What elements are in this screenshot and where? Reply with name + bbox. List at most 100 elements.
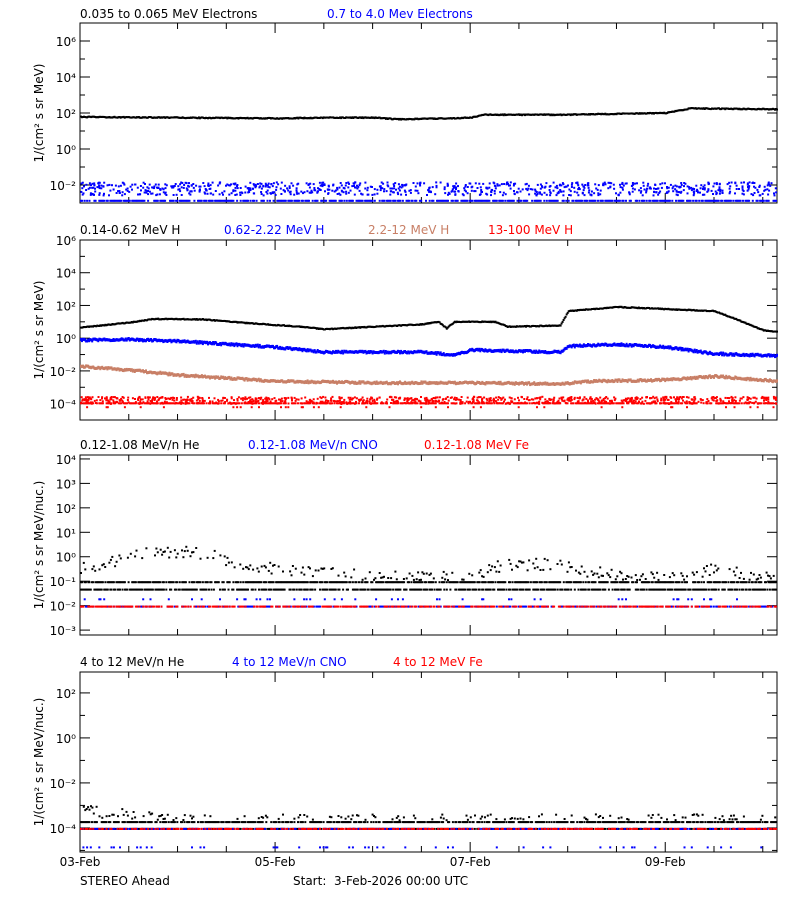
data-point (564, 381, 567, 385)
data-point (126, 337, 129, 341)
data-point (414, 397, 417, 400)
data-point (114, 367, 117, 371)
data-point (678, 199, 681, 202)
data-point (198, 399, 201, 402)
data-point (228, 184, 231, 187)
data-point (498, 199, 501, 202)
data-point (613, 399, 616, 402)
data-point (202, 182, 205, 184)
data-point (228, 199, 231, 202)
data-point (568, 399, 571, 402)
data-point (114, 338, 117, 342)
data-point (592, 399, 595, 402)
data-point (546, 400, 549, 403)
data-point (312, 398, 315, 401)
data-point (247, 117, 250, 120)
data-point (559, 189, 562, 191)
data-point (254, 397, 257, 400)
data-point (506, 113, 509, 116)
data-point (199, 185, 202, 188)
data-point (597, 192, 600, 195)
data-point (494, 113, 497, 116)
data-point (152, 339, 155, 343)
data-point (287, 189, 290, 192)
data-point (541, 186, 544, 189)
data-point (639, 191, 642, 194)
data-point (342, 351, 345, 355)
data-point (114, 116, 117, 119)
data-point (616, 380, 619, 383)
data-point (386, 350, 389, 354)
data-point (666, 199, 669, 202)
data-point (259, 117, 262, 120)
data-point (287, 396, 290, 399)
data-point (577, 188, 580, 191)
data-point (151, 398, 154, 401)
data-point (465, 199, 468, 202)
data-point (587, 400, 590, 403)
data-point (653, 397, 656, 400)
data-point (398, 397, 401, 400)
data-point (471, 185, 474, 188)
data-point (369, 199, 371, 202)
data-point (392, 398, 395, 401)
data-point (373, 400, 376, 403)
data-point (345, 199, 348, 202)
data-point (731, 397, 734, 400)
data-point (292, 184, 295, 187)
data-point (587, 184, 590, 187)
data-point (298, 199, 301, 202)
data-point (116, 401, 119, 404)
data-point (236, 199, 239, 202)
data-point (195, 399, 198, 402)
data-point (664, 199, 666, 202)
data-point (623, 399, 626, 402)
data-point (589, 396, 592, 399)
data-point (320, 199, 323, 202)
data-point (226, 398, 229, 401)
data-point (158, 318, 161, 321)
data-point (660, 186, 663, 189)
data-point (435, 352, 438, 356)
data-point (423, 397, 426, 400)
data-point (630, 396, 633, 399)
data-point (340, 396, 343, 399)
data-point (731, 398, 734, 401)
data-point (291, 348, 294, 352)
data-point (272, 199, 275, 202)
data-point (136, 186, 139, 189)
data-point (401, 183, 404, 186)
data-point (226, 199, 229, 202)
data-point (609, 199, 612, 202)
data-point (403, 399, 406, 401)
data-point (675, 193, 678, 196)
data-point (93, 399, 96, 402)
data-point (521, 188, 524, 191)
data-point (738, 188, 740, 190)
data-point (481, 401, 484, 404)
data-point (127, 396, 130, 399)
data-point (690, 189, 693, 192)
data-point (147, 187, 150, 190)
data-point (222, 193, 224, 196)
data-point (222, 375, 225, 379)
data-point (450, 199, 453, 202)
data-point (348, 199, 351, 202)
data-point (154, 199, 157, 202)
data-point (215, 199, 218, 202)
data-point (260, 187, 263, 190)
data-point (156, 400, 158, 403)
data-point (545, 382, 548, 386)
data-point (228, 320, 231, 323)
data-point (116, 199, 119, 202)
data-point (348, 182, 350, 185)
data-point (713, 397, 716, 400)
data-point (306, 379, 309, 383)
data-point (740, 397, 743, 400)
data-point (758, 184, 761, 187)
data-point (699, 349, 702, 353)
data-point (444, 398, 447, 400)
data-point (552, 181, 555, 184)
data-point (412, 381, 415, 385)
data-point (373, 188, 376, 191)
